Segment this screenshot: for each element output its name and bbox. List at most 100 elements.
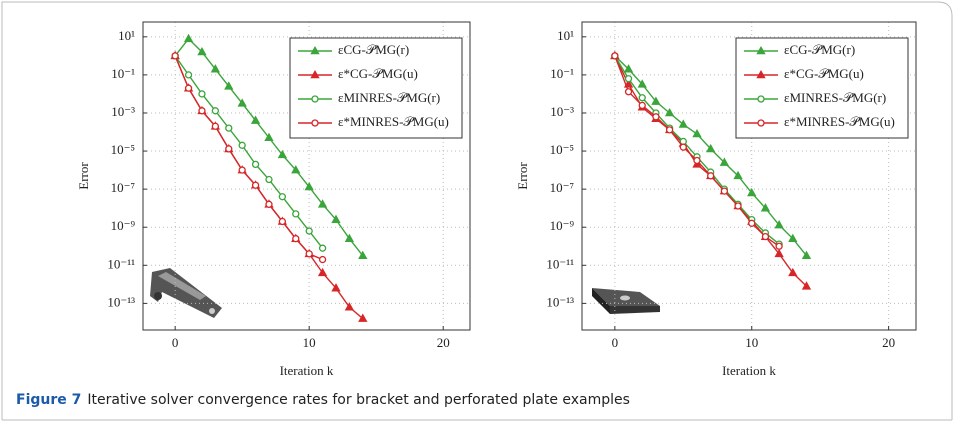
y-tick-label: 10⁻⁹ <box>111 218 136 233</box>
y-tick-label: 10⁻¹ <box>111 66 135 81</box>
marker <box>310 45 320 55</box>
marker <box>611 52 619 60</box>
legend-label: εMINRES-𝒫MG(r) <box>784 90 886 105</box>
y-tick-label: 10⁻⁷ <box>550 180 574 195</box>
marker <box>250 115 261 124</box>
marker <box>664 107 675 117</box>
marker <box>652 113 660 121</box>
plot-frame <box>142 21 471 331</box>
y-tick-label: 10⁻¹³ <box>546 294 574 309</box>
marker <box>774 248 784 258</box>
marker <box>277 149 288 159</box>
marker <box>756 45 766 55</box>
marker <box>171 52 179 60</box>
marker <box>706 143 716 153</box>
legend-label: εMINRES-𝒫MG(r) <box>338 90 440 105</box>
x-tick-label: 0 <box>172 335 179 350</box>
caption: Figure 7 Iterative solver convergence rat… <box>16 392 630 408</box>
marker <box>211 107 220 115</box>
y-tick-label: 10⁻¹ <box>550 66 574 81</box>
plot-frame <box>581 21 917 331</box>
y-tick-label: 10⁻¹¹ <box>546 256 574 271</box>
marker <box>358 250 368 259</box>
marker <box>265 175 273 184</box>
marker <box>760 203 771 212</box>
marker <box>225 124 233 132</box>
legend-label: ε*CG-𝒫MG(u) <box>338 66 418 81</box>
legend-label: εCG-𝒫MG(r) <box>338 42 409 57</box>
x-tick-label: 0 <box>612 335 619 350</box>
marker <box>183 33 194 43</box>
marker <box>761 232 770 241</box>
marker <box>210 64 221 73</box>
legend-label: εCG-𝒫MG(r) <box>784 42 855 57</box>
marker <box>719 157 730 166</box>
marker <box>225 145 233 153</box>
marker <box>693 156 701 165</box>
marker <box>331 283 341 292</box>
marker <box>757 119 765 127</box>
y-tick-label: 10⁻¹¹ <box>107 256 135 271</box>
bracket-image <box>150 268 222 318</box>
x-axis-label: Iteration k <box>722 363 776 378</box>
figure-border <box>1 1 953 420</box>
marker <box>305 227 313 235</box>
y-axis-label: Error <box>76 162 91 190</box>
caption-text: Iterative solver convergence rates for b… <box>87 392 630 408</box>
marker <box>184 71 193 79</box>
marker <box>305 250 313 258</box>
y-tick-label: 10⁻¹³ <box>107 294 135 309</box>
marker <box>278 217 287 226</box>
marker <box>318 255 327 264</box>
marker <box>757 95 765 103</box>
marker <box>788 267 798 277</box>
marker <box>291 165 301 174</box>
marker <box>331 214 341 223</box>
x-tick-label: 10 <box>745 335 758 350</box>
marker <box>358 313 368 322</box>
plate-image <box>592 288 660 314</box>
marker <box>304 181 314 191</box>
x-tick-label: 20 <box>437 335 450 350</box>
marker <box>198 90 206 98</box>
marker <box>237 98 247 107</box>
marker <box>801 281 812 290</box>
legend-box <box>735 37 909 139</box>
y-tick-label: 10⁻⁹ <box>550 218 575 233</box>
marker <box>665 126 674 134</box>
marker <box>292 210 300 218</box>
marker <box>734 202 742 210</box>
marker <box>311 119 319 127</box>
marker <box>317 199 328 208</box>
marker <box>624 75 633 83</box>
marker <box>224 81 234 90</box>
marker <box>720 187 729 195</box>
marker <box>747 187 757 197</box>
marker <box>623 64 634 73</box>
marker <box>638 94 646 102</box>
marker <box>344 233 355 242</box>
marker <box>707 172 715 180</box>
x-axis-label: Iteration k <box>280 363 334 378</box>
marker <box>238 166 246 174</box>
marker <box>251 181 260 189</box>
y-tick-label: 10⁻⁵ <box>111 142 135 157</box>
marker <box>624 88 633 96</box>
marker <box>637 79 647 88</box>
caption-label: Figure 7 <box>16 392 82 408</box>
marker <box>678 119 688 128</box>
legend-label: ε*MINRES-𝒫MG(u) <box>338 114 449 129</box>
y-tick-label: 10¹ <box>557 28 574 43</box>
y-tick-label: 10⁻³ <box>550 104 574 119</box>
marker <box>651 96 661 105</box>
marker <box>748 219 756 227</box>
marker <box>679 143 687 151</box>
y-tick-label: 10⁻⁷ <box>111 180 135 195</box>
marker <box>317 267 328 277</box>
x-tick-label: 20 <box>882 335 895 350</box>
x-tick-label: 10 <box>303 335 316 350</box>
marker <box>197 46 207 56</box>
marker <box>211 122 220 130</box>
